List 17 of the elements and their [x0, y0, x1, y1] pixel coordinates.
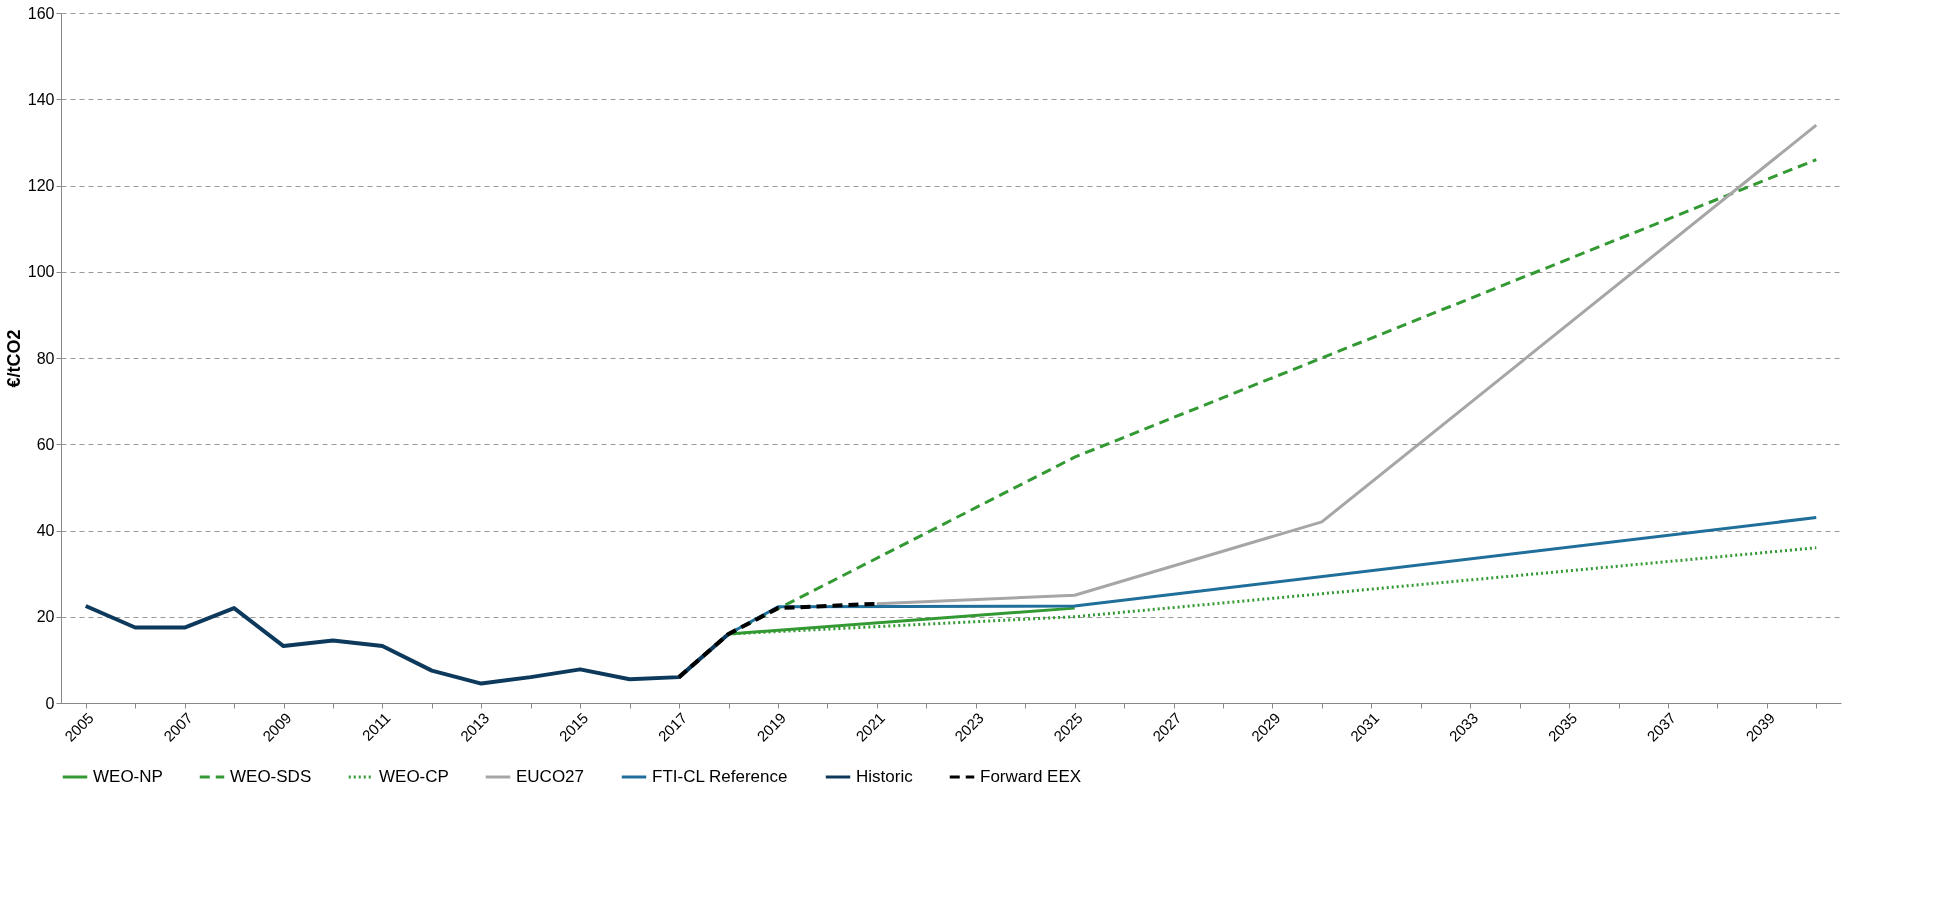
y-tick-label: 60	[36, 435, 55, 453]
y-tick-label: 0	[45, 694, 55, 712]
legend-label: FTI-CL Reference	[652, 767, 788, 786]
y-tick-label: 20	[36, 608, 55, 626]
y-tick-label: 100	[27, 263, 55, 281]
legend-label: WEO-NP	[93, 767, 163, 786]
legend-label: Historic	[856, 767, 914, 786]
y-tick-label: 160	[27, 4, 55, 22]
y-tick-label: 80	[36, 349, 55, 367]
legend-label: WEO-CP	[379, 767, 449, 786]
y-axis-title: €/tCO2	[3, 329, 24, 388]
y-tick-label: 40	[36, 522, 55, 539]
y-tick-label: 140	[27, 90, 55, 108]
y-tick-label: 120	[27, 177, 55, 194]
legend-label: WEO-SDS	[230, 767, 312, 786]
legend-label: EUCO27	[516, 767, 585, 786]
legend-label: Forward EEX	[980, 767, 1082, 786]
